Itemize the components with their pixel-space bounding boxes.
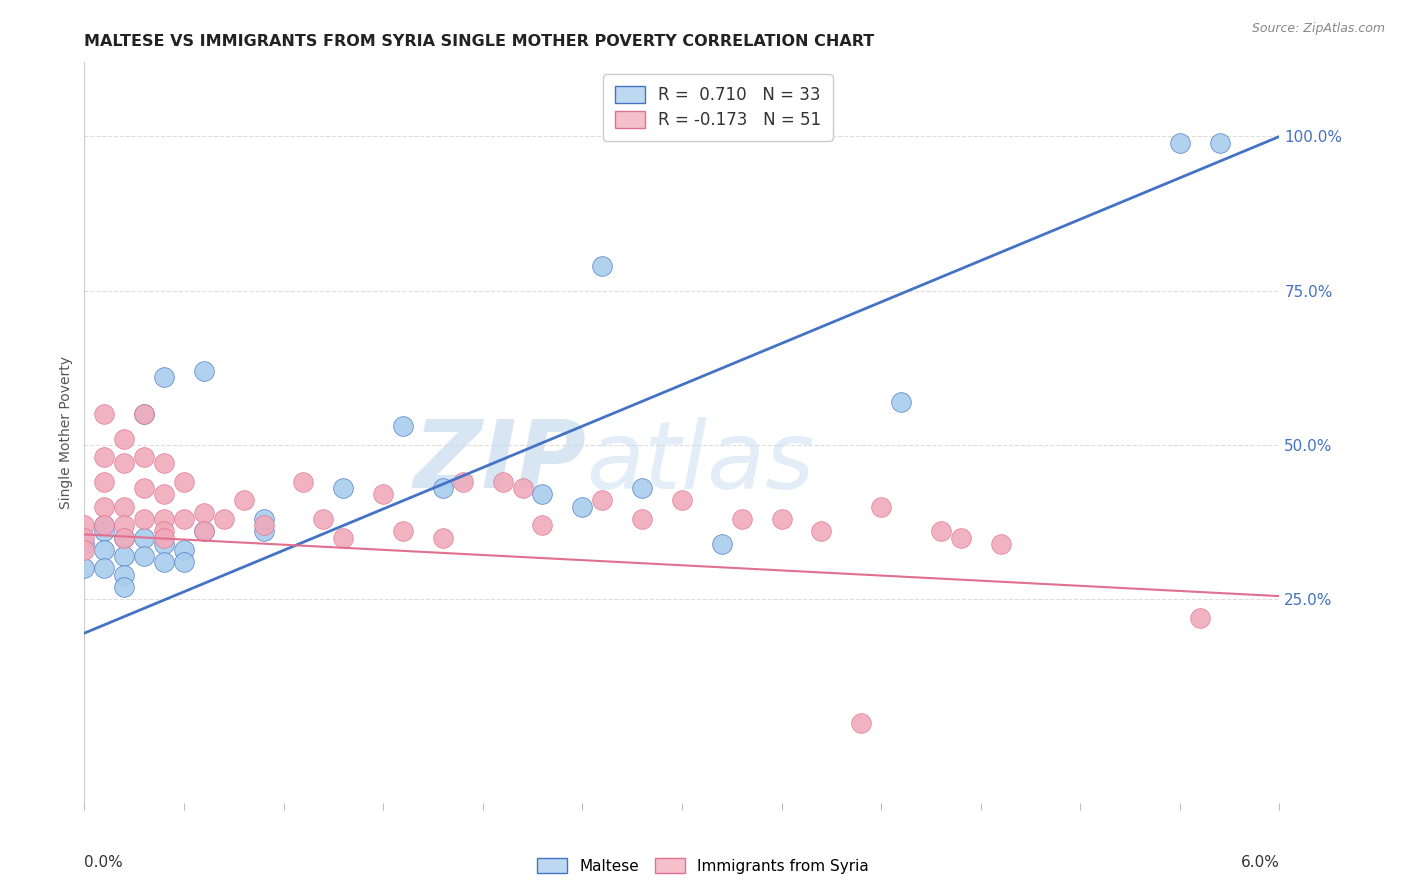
Point — [929, 524, 952, 539]
Point — [631, 481, 654, 495]
Text: Source: ZipAtlas.com: Source: ZipAtlas.com — [1251, 22, 1385, 36]
Point — [531, 518, 554, 533]
Point — [132, 531, 156, 545]
Point — [112, 531, 135, 545]
Point — [132, 512, 156, 526]
Point — [153, 457, 176, 471]
Point — [93, 475, 115, 489]
Point — [531, 487, 554, 501]
Point — [392, 419, 415, 434]
Point — [132, 481, 156, 495]
Point — [73, 531, 96, 545]
Point — [451, 475, 474, 489]
Point — [373, 487, 395, 501]
Point — [93, 518, 115, 533]
Point — [671, 493, 693, 508]
Point — [432, 481, 454, 495]
Point — [1168, 136, 1191, 150]
Point — [132, 549, 156, 563]
Point — [93, 500, 115, 514]
Point — [112, 457, 135, 471]
Point — [132, 407, 156, 421]
Point — [73, 536, 96, 550]
Point — [1209, 136, 1232, 150]
Point — [153, 555, 176, 569]
Point — [591, 259, 613, 273]
Point — [112, 580, 135, 594]
Point — [112, 567, 135, 582]
Point — [93, 407, 115, 421]
Point — [173, 542, 195, 557]
Point — [173, 475, 195, 489]
Text: ZIP: ZIP — [413, 417, 586, 508]
Point — [112, 518, 135, 533]
Point — [153, 524, 176, 539]
Point — [173, 555, 195, 569]
Text: atlas: atlas — [586, 417, 814, 508]
Point — [73, 561, 96, 575]
Point — [810, 524, 832, 539]
Point — [193, 524, 215, 539]
Point — [73, 542, 96, 557]
Point — [512, 481, 534, 495]
Point — [492, 475, 515, 489]
Point — [212, 512, 235, 526]
Point — [93, 542, 115, 557]
Point — [392, 524, 415, 539]
Point — [731, 512, 754, 526]
Point — [132, 450, 156, 465]
Point — [770, 512, 793, 526]
Point — [112, 432, 135, 446]
Point — [112, 500, 135, 514]
Point — [193, 364, 215, 378]
Point — [1188, 611, 1211, 625]
Text: 0.0%: 0.0% — [84, 855, 124, 870]
Point — [153, 487, 176, 501]
Point — [710, 536, 733, 550]
Point — [332, 481, 354, 495]
Point — [93, 450, 115, 465]
Point — [312, 512, 335, 526]
Point — [870, 500, 893, 514]
Point — [990, 536, 1012, 550]
Point — [93, 524, 115, 539]
Point — [292, 475, 315, 489]
Point — [153, 370, 176, 384]
Point — [253, 512, 276, 526]
Point — [93, 518, 115, 533]
Y-axis label: Single Mother Poverty: Single Mother Poverty — [59, 356, 73, 509]
Point — [153, 536, 176, 550]
Point — [253, 518, 276, 533]
Point — [73, 518, 96, 533]
Text: MALTESE VS IMMIGRANTS FROM SYRIA SINGLE MOTHER POVERTY CORRELATION CHART: MALTESE VS IMMIGRANTS FROM SYRIA SINGLE … — [84, 34, 875, 49]
Point — [591, 493, 613, 508]
Point — [173, 512, 195, 526]
Point — [193, 506, 215, 520]
Point — [851, 715, 873, 730]
Point — [153, 531, 176, 545]
Legend: R =  0.710   N = 33, R = -0.173   N = 51: R = 0.710 N = 33, R = -0.173 N = 51 — [603, 74, 832, 141]
Point — [332, 531, 354, 545]
Point — [232, 493, 254, 508]
Point — [193, 524, 215, 539]
Point — [253, 524, 276, 539]
Point — [112, 549, 135, 563]
Point — [153, 512, 176, 526]
Point — [949, 531, 972, 545]
Point — [571, 500, 593, 514]
Point — [432, 531, 454, 545]
Legend: Maltese, Immigrants from Syria: Maltese, Immigrants from Syria — [530, 852, 876, 880]
Point — [132, 407, 156, 421]
Point — [890, 394, 912, 409]
Text: 6.0%: 6.0% — [1240, 855, 1279, 870]
Point — [93, 561, 115, 575]
Point — [112, 531, 135, 545]
Point — [631, 512, 654, 526]
